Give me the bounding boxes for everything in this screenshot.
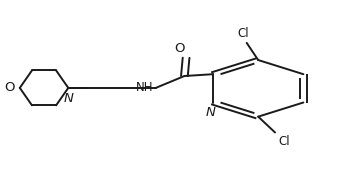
- Text: N: N: [63, 92, 73, 105]
- Text: O: O: [4, 81, 15, 94]
- Text: NH: NH: [136, 81, 153, 94]
- Text: O: O: [174, 42, 185, 55]
- Text: Cl: Cl: [279, 135, 290, 148]
- Text: Cl: Cl: [238, 27, 249, 40]
- Text: N: N: [206, 106, 215, 119]
